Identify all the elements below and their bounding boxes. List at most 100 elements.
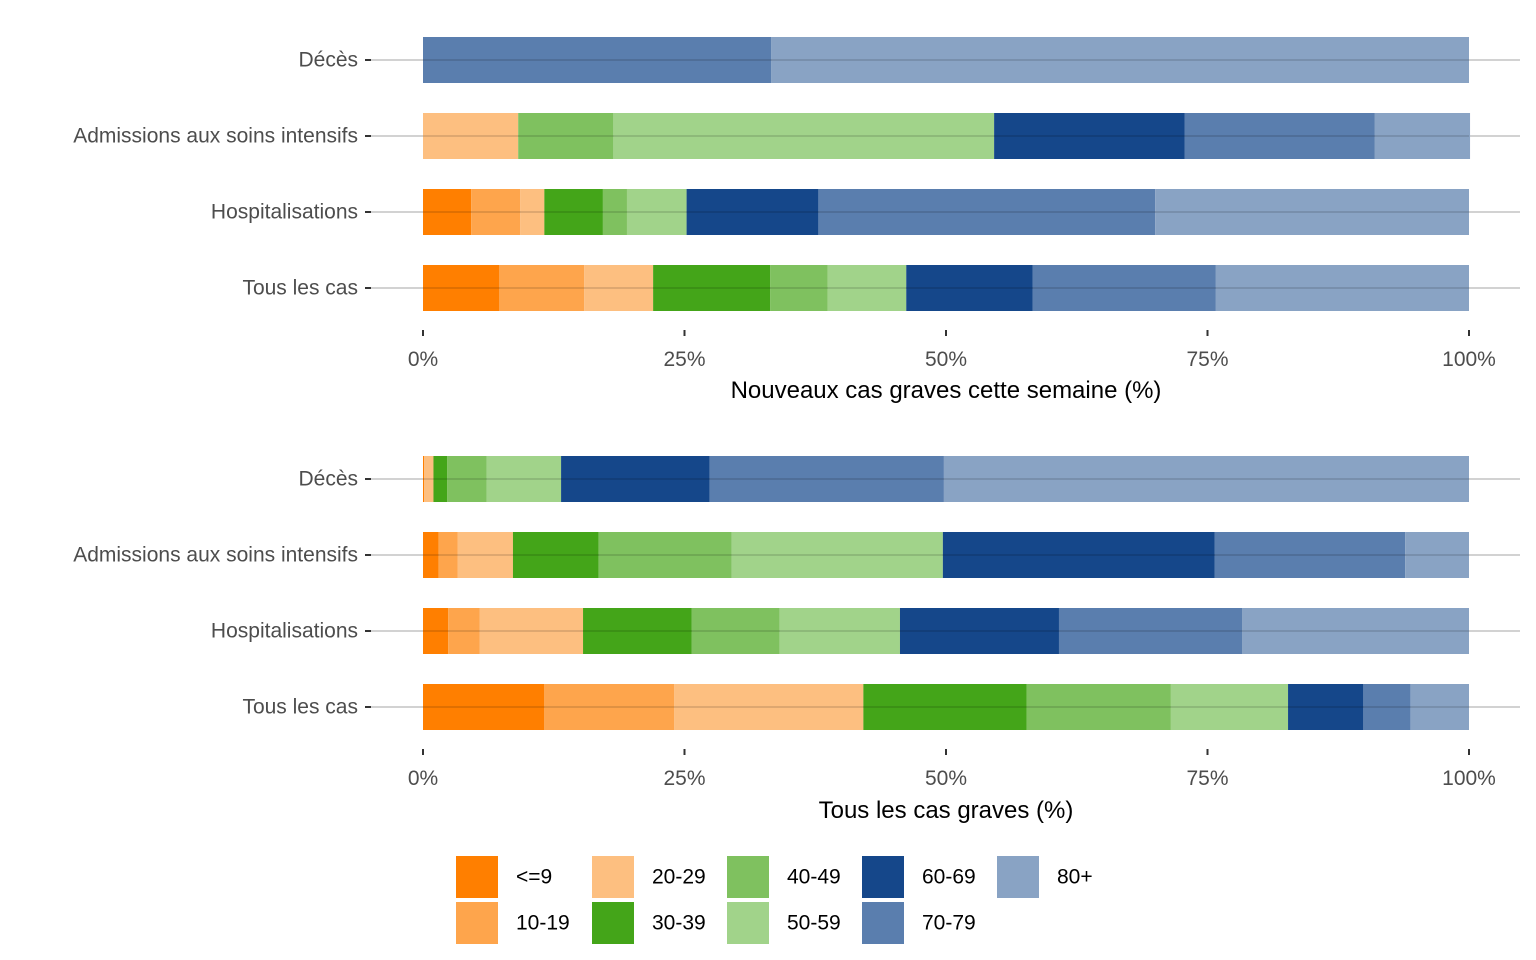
bar-segment-4049: [602, 189, 627, 235]
x-tick-label: 25%: [663, 348, 705, 371]
category-label: Décès: [298, 468, 358, 491]
bar-segment-3039: [512, 532, 599, 578]
legend-swatch: [592, 856, 634, 898]
bar-segment-4049: [518, 113, 614, 159]
bar-segment-3039: [433, 456, 448, 502]
bar-segment-6069: [686, 189, 819, 235]
bar-segment-7079: [1363, 684, 1411, 730]
bar-segment-80plus: [1374, 113, 1471, 159]
legend-label: <=9: [516, 866, 552, 889]
bar-segment-3039: [863, 684, 1027, 730]
bar-segment-1019: [544, 684, 675, 730]
legend-item: 20-29: [592, 856, 706, 898]
legend-swatch: [727, 902, 769, 944]
bar-segment-1019: [471, 189, 521, 235]
bar-segment-6069: [906, 265, 1033, 311]
panel-new-severe-cases: Décès Admissions aux soins intensifs Hospi…: [73, 37, 1520, 404]
bar-segment-5059: [486, 456, 562, 502]
category-label: Tous les cas: [242, 696, 358, 719]
bar-segment-5059: [613, 113, 995, 159]
bar-segment-1019: [499, 265, 585, 311]
bar-segment-9: [423, 684, 545, 730]
legend-swatch: [456, 902, 498, 944]
bar-segment-4049: [770, 265, 828, 311]
bar-segment-3039: [583, 608, 692, 654]
legend-item: 10-19: [456, 902, 570, 944]
bar-segment-80plus: [943, 456, 1469, 502]
bar-segment-7079: [1214, 532, 1406, 578]
bar-segment-80plus: [1242, 608, 1469, 654]
bar-segment-6069: [561, 456, 710, 502]
bar-segment-9: [423, 189, 472, 235]
bar-segment-5059: [827, 265, 907, 311]
bar-segment-1019: [448, 608, 480, 654]
legend-label: 80+: [1057, 866, 1093, 889]
x-tick-label: 0%: [408, 767, 438, 790]
x-tick-label: 50%: [925, 348, 967, 371]
category-label: Hospitalisations: [211, 620, 358, 643]
bar-segment-7079: [1032, 265, 1216, 311]
legend: <=9 10-19 20-29 30-39 40-49 50-59 60-69 70-79 80…: [456, 856, 1093, 944]
bar-segment-80plus: [771, 37, 1469, 83]
bar-segment-9: [423, 456, 425, 502]
legend-swatch: [862, 856, 904, 898]
bar-segment-80plus: [1405, 532, 1469, 578]
bar-segment-1019: [438, 532, 458, 578]
legend-label: 60-69: [922, 866, 976, 889]
bar-segment-5059: [1170, 684, 1289, 730]
x-tick-label: 50%: [925, 767, 967, 790]
category-label: Tous les cas: [242, 277, 358, 300]
bar-segment-5059: [731, 532, 943, 578]
bar-segment-6069: [942, 532, 1215, 578]
bar-segment-80plus: [1155, 189, 1469, 235]
bar-segment-80plus: [1410, 684, 1469, 730]
x-tick-label: 25%: [663, 767, 705, 790]
bar-segment-5059: [779, 608, 900, 654]
bar-segment-9: [423, 608, 449, 654]
bar-segment-2029: [424, 456, 434, 502]
x-axis-title: Nouveaux cas graves cette semaine (%): [731, 377, 1162, 404]
bar-segment-2029: [674, 684, 864, 730]
legend-swatch: [456, 856, 498, 898]
legend-label: 50-59: [787, 912, 841, 935]
category-label: Admissions aux soins intensifs: [73, 544, 358, 567]
bar-segment-2029: [520, 189, 545, 235]
legend-label: 30-39: [652, 912, 706, 935]
bar-segment-6069: [1288, 684, 1364, 730]
legend-item: 50-59: [727, 902, 841, 944]
bar-segment-3039: [544, 189, 603, 235]
bar-segment-7079: [1184, 113, 1375, 159]
legend-swatch: [997, 856, 1039, 898]
bar-segment-3039: [653, 265, 771, 311]
legend-item: 30-39: [592, 902, 706, 944]
bar-segment-9: [423, 532, 439, 578]
legend-item: 80+: [997, 856, 1093, 898]
x-tick-label: 75%: [1186, 767, 1228, 790]
legend-label: 10-19: [516, 912, 570, 935]
bar-segment-7079: [423, 37, 772, 83]
bar-segment-9: [423, 265, 500, 311]
legend-swatch: [862, 902, 904, 944]
bar-segment-4049: [691, 608, 780, 654]
legend-item: 60-69: [862, 856, 976, 898]
legend-swatch: [592, 902, 634, 944]
bar-segment-4049: [598, 532, 732, 578]
legend-label: 20-29: [652, 866, 706, 889]
legend-item: 70-79: [862, 902, 976, 944]
bar-segment-6069: [994, 113, 1185, 159]
bar-segment-4049: [447, 456, 487, 502]
x-axis-title: Tous les cas graves (%): [819, 797, 1074, 824]
bar-segment-2029: [457, 532, 513, 578]
bar-segment-7079: [709, 456, 944, 502]
bar-segment-7079: [818, 189, 1156, 235]
bar-segment-2029: [423, 113, 519, 159]
bar-segment-2029: [584, 265, 654, 311]
bar-segment-5059: [626, 189, 687, 235]
bar-segment-2029: [479, 608, 584, 654]
category-label: Hospitalisations: [211, 201, 358, 224]
legend-label: 70-79: [922, 912, 976, 935]
x-tick-label: 100%: [1442, 348, 1496, 371]
legend-label: 40-49: [787, 866, 841, 889]
panel-all-severe-cases: Décès Admissions aux soins intensifs Hospi…: [73, 456, 1520, 824]
